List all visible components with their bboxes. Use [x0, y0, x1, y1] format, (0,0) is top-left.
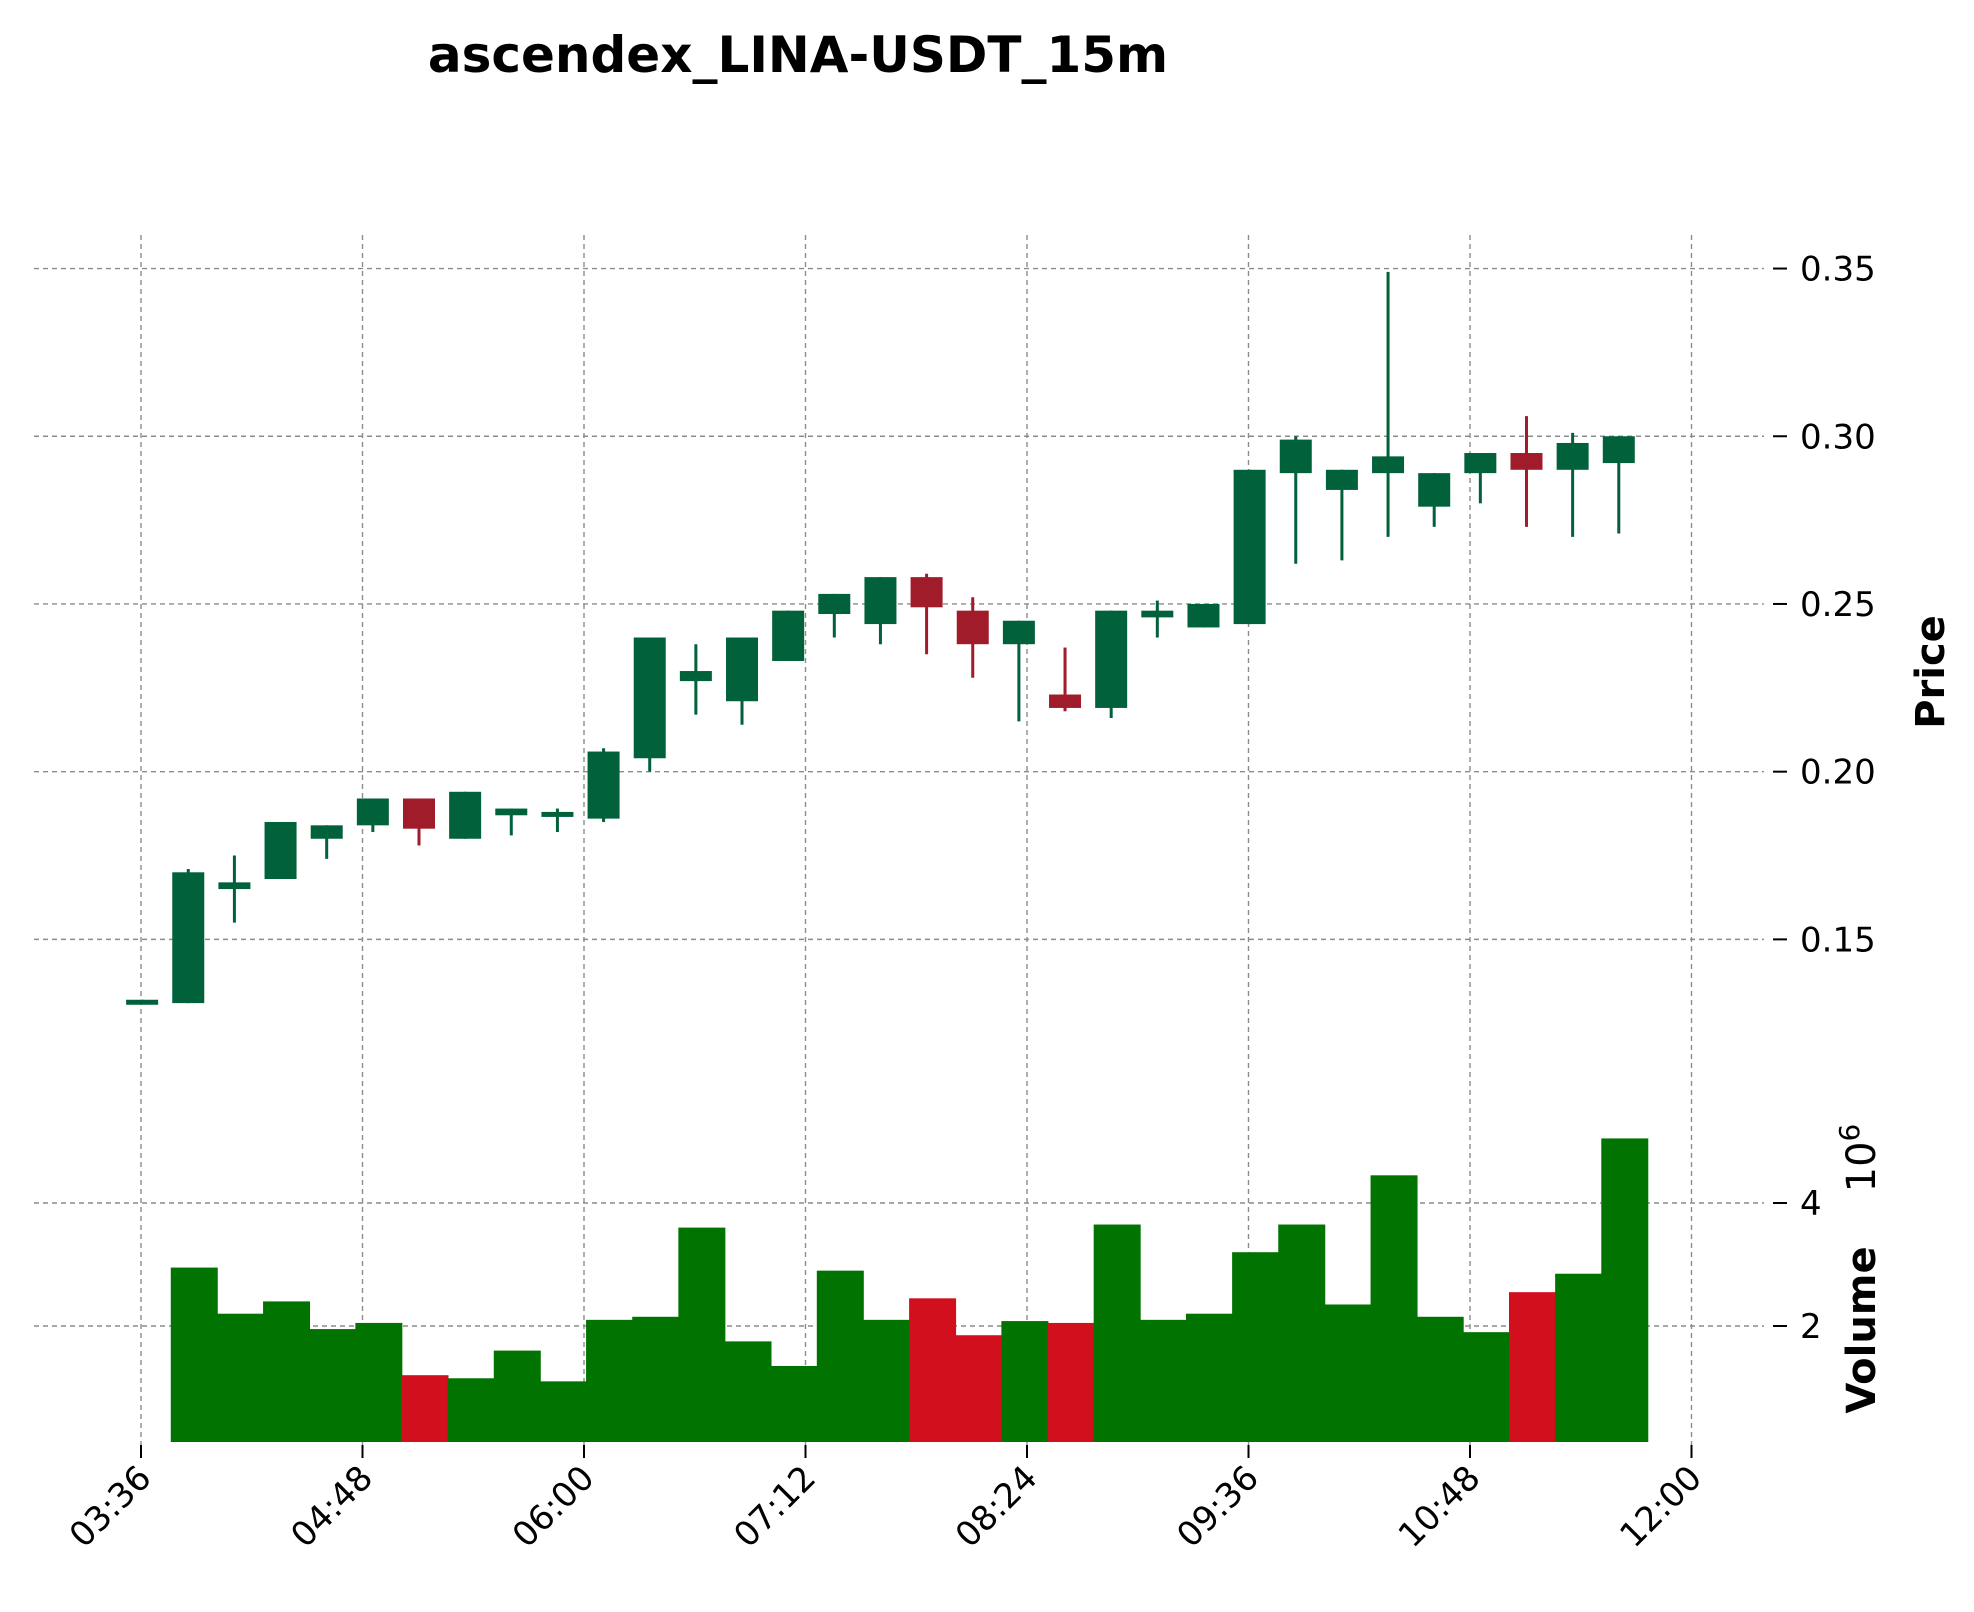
x-tick-label: 03:36 [62, 1458, 160, 1556]
volume-bar [1278, 1224, 1326, 1442]
price-tick-label: 0.35 [1800, 250, 1876, 290]
candle-body [449, 791, 482, 839]
candle-body [1233, 469, 1266, 625]
candles [126, 271, 1635, 1005]
candle-body [172, 872, 205, 1004]
x-tick-label: 10:48 [1391, 1458, 1489, 1556]
volume-bar [955, 1335, 1003, 1442]
volume-bar [1462, 1332, 1510, 1442]
candle-body [541, 811, 574, 817]
candle-body [1049, 694, 1082, 708]
volume-bar [632, 1316, 680, 1442]
candle-body [264, 821, 297, 879]
x-tick-label: 08:24 [948, 1458, 1046, 1556]
price-axis-label: Price [1908, 615, 1954, 729]
candle-body [310, 825, 343, 839]
x-tick-label: 06:00 [505, 1458, 603, 1556]
volume-bar [1370, 1175, 1418, 1442]
volume-bar [1139, 1319, 1187, 1442]
volume-bar [1047, 1322, 1095, 1442]
candle-body [818, 593, 851, 615]
candle-body [1372, 456, 1405, 474]
candle-body [1602, 436, 1635, 464]
volume-tick-label: 4 [1800, 1184, 1822, 1224]
candle-body [1187, 603, 1220, 628]
price-tick-label: 0.25 [1800, 585, 1876, 625]
volume-bar [862, 1319, 910, 1442]
candle-body [402, 798, 435, 829]
volume-bar [1555, 1273, 1603, 1442]
candle-body [956, 610, 989, 645]
volume-bar [355, 1322, 403, 1442]
candle-body [587, 751, 620, 819]
volume-multiplier-label: 106 [1833, 1124, 1885, 1193]
candle-body [1418, 473, 1451, 507]
candle-body [218, 882, 251, 890]
x-tick-label: 04:48 [283, 1458, 381, 1556]
x-tick-label: 12:00 [1612, 1458, 1710, 1556]
volume-bars [170, 1138, 1649, 1442]
candle-body [495, 808, 528, 816]
chart-title: ascendex_LINA-USDT_15m [428, 26, 1168, 84]
volume-bar [493, 1350, 541, 1442]
candle-body [726, 637, 759, 702]
volume-bar [724, 1341, 772, 1442]
volume-bar [447, 1378, 495, 1442]
volume-bar [263, 1301, 311, 1442]
price-tick-label: 0.30 [1800, 417, 1876, 457]
volume-bar [1601, 1138, 1649, 1442]
volume-bar [586, 1319, 634, 1442]
volume-axis-label: Volume [1839, 1246, 1885, 1413]
candle-body [679, 671, 712, 682]
candle-body [1510, 453, 1543, 470]
candle-body [910, 577, 943, 608]
x-tick-label: 09:36 [1169, 1458, 1267, 1556]
candle-body [1095, 610, 1128, 708]
price-tick-label: 0.20 [1800, 753, 1876, 793]
candle-body [1141, 610, 1174, 618]
candle-body [356, 798, 389, 826]
price-tick-label: 0.15 [1800, 920, 1876, 960]
volume-bar [539, 1381, 587, 1442]
volume-bar [1324, 1304, 1372, 1442]
candle-body [1325, 469, 1358, 490]
candle-body [1464, 453, 1497, 474]
candle-body [633, 637, 666, 759]
volume-bar [1185, 1313, 1233, 1442]
volume-bar [1416, 1316, 1464, 1442]
candle-body [1556, 442, 1589, 470]
candle-body [126, 999, 159, 1005]
candle-body [1002, 620, 1035, 645]
volume-bar [909, 1298, 957, 1442]
candle-body [864, 577, 897, 625]
volume-bar [401, 1375, 449, 1442]
volume-bar [1093, 1224, 1141, 1442]
volume-bar [816, 1270, 864, 1442]
candle-body [1279, 439, 1312, 474]
volume-bar [1508, 1292, 1556, 1442]
volume-bar [170, 1267, 218, 1442]
volume-tick-label: 2 [1800, 1307, 1822, 1347]
candle-body [772, 610, 805, 661]
volume-bar [309, 1329, 357, 1442]
volume-bar [1232, 1252, 1280, 1442]
volume-bar [770, 1365, 818, 1442]
volume-bar [678, 1227, 726, 1442]
volume-bar [1001, 1321, 1049, 1442]
volume-bar [216, 1313, 264, 1442]
x-tick-label: 07:12 [726, 1458, 824, 1556]
